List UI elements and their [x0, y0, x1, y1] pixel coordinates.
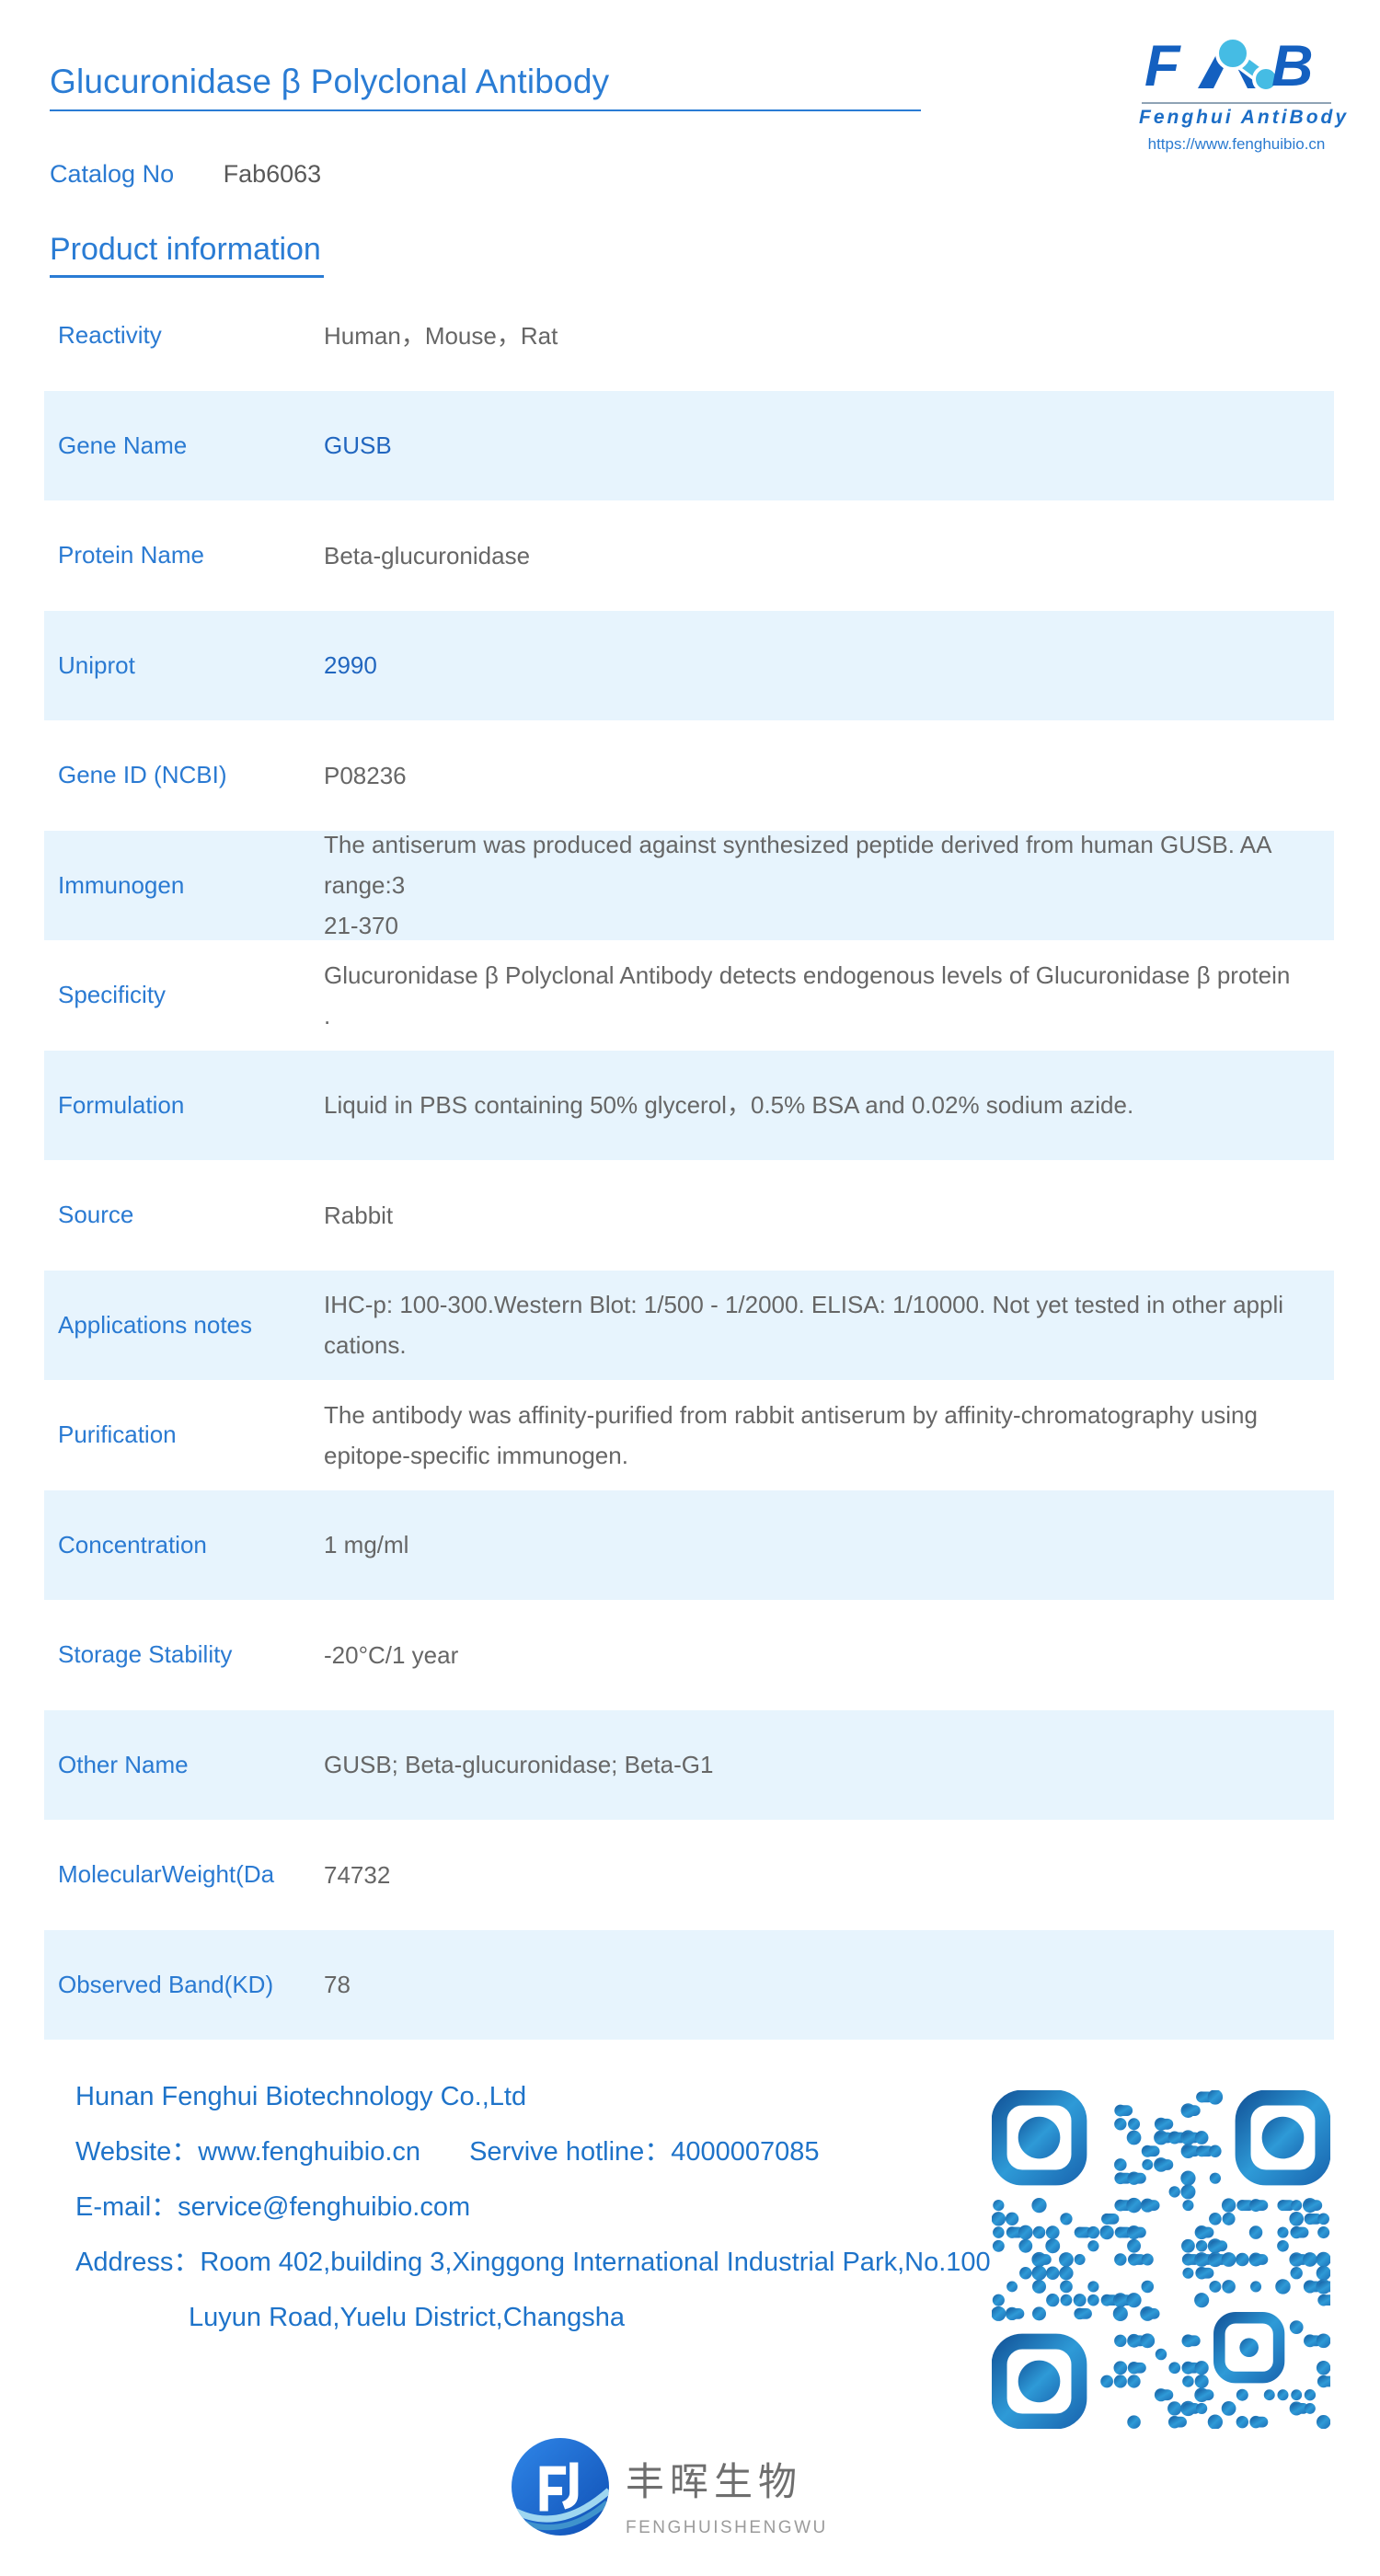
row-value: The antiserum was produced against synth…	[324, 831, 1271, 940]
row-label: Reactivity	[58, 321, 162, 350]
row-label: Gene Name	[58, 431, 188, 459]
row-value: Liquid in PBS containing 50% glycerol，0.…	[324, 1091, 1134, 1120]
section-heading-underline	[50, 275, 324, 278]
row-value[interactable]: 2990	[324, 651, 377, 680]
footer-email[interactable]: E-mail：service@fenghuibio.com	[75, 2192, 471, 2222]
row-label: MolecularWeight(Da	[58, 1860, 275, 1889]
company-logo-cn: 丰晖生物	[626, 2460, 803, 2503]
footer: Hunan Fenghui Biotechnology Co.,Ltd Webs…	[75, 2081, 991, 2357]
row-label: Formulation	[58, 1090, 185, 1119]
table-row: Applications notes IHC-p: 100-300.Wester…	[44, 1270, 1334, 1380]
title-divider	[50, 109, 921, 111]
row-label: Immunogen	[58, 870, 185, 899]
page-title: Glucuronidase β Polyclonal Antibody	[50, 63, 610, 100]
company-logo-en: FENGHUISHENGWU	[626, 2518, 828, 2537]
row-value: Beta-glucuronidase	[324, 541, 531, 569]
row-value: 1 mg/ml	[324, 1531, 409, 1559]
logo-subtitle: Fenghui AntiBody	[1139, 107, 1350, 128]
row-label: Other Name	[58, 1750, 189, 1778]
row-label: Protein Name	[58, 541, 204, 569]
row-value: The antibody was affinity-purified from …	[324, 1400, 1258, 1469]
table-row: Reactivity Human，Mouse，Rat	[44, 281, 1334, 391]
company-logo: 丰晖生物 FENGHUISHENGWU	[512, 2438, 828, 2538]
table-row: Gene ID (NCBI) P08236	[44, 720, 1334, 831]
table-row: Concentration 1 mg/ml	[44, 1489, 1334, 1600]
row-value[interactable]: GUSB	[324, 431, 392, 460]
row-label: Concentration	[58, 1530, 207, 1558]
catalog-row: Catalog No Fab6063	[50, 160, 321, 189]
row-label: Specificity	[58, 981, 167, 1009]
row-value: 78	[324, 1971, 351, 1999]
table-row: Observed Band(KD) 78	[44, 1929, 1334, 2040]
svg-text:F: F	[1144, 35, 1181, 94]
section-heading: Product information	[50, 232, 321, 267]
table-row: Uniprot 2990	[44, 610, 1334, 720]
row-value: GUSB; Beta-glucuronidase; Beta-G1	[324, 1751, 714, 1779]
table-row: Immunogen The antiserum was produced aga…	[44, 830, 1334, 940]
table-row: Source Rabbit	[44, 1160, 1334, 1271]
company-name: Hunan Fenghui Biotechnology Co.,Ltd	[75, 2082, 527, 2111]
row-value: Glucuronidase β Polyclonal Antibody dete…	[324, 960, 1291, 1029]
company-logo-icon	[512, 2438, 609, 2536]
table-row: Protein Name Beta-glucuronidase	[44, 500, 1334, 611]
table-row: Formulation Liquid in PBS containing 50%…	[44, 1050, 1334, 1160]
svg-text:B: B	[1271, 35, 1314, 94]
footer-hotline: Servive hotline：4000007085	[469, 2137, 820, 2167]
row-label: Storage Stability	[58, 1640, 233, 1669]
table-row: Specificity Glucuronidase β Polyclonal A…	[44, 940, 1334, 1051]
row-label: Purification	[58, 1420, 177, 1449]
row-label: Observed Band(KD)	[58, 1970, 274, 1998]
row-value: 74732	[324, 1860, 391, 1889]
product-table: Reactivity Human，Mouse，Rat Gene Name GUS…	[44, 281, 1334, 2040]
table-row: Purification The antibody was affinity-p…	[44, 1380, 1334, 1490]
footer-address-line2: Luyun Road,Yuelu District,Changsha	[189, 2303, 625, 2332]
logo-url-link[interactable]: https://www.fenghuibio.cn	[1147, 135, 1326, 153]
row-label: Gene ID (NCBI)	[58, 761, 227, 789]
row-value: -20°C/1 year	[324, 1640, 459, 1669]
table-row: MolecularWeight(Da 74732	[44, 1820, 1334, 1930]
catalog-label: Catalog No	[50, 160, 175, 188]
catalog-value: Fab6063	[223, 160, 322, 188]
company-logo-text: 丰晖生物 FENGHUISHENGWU	[626, 2438, 828, 2538]
footer-website[interactable]: Website：www.fenghuibio.cn	[75, 2137, 421, 2167]
row-value: Human，Mouse，Rat	[324, 321, 558, 350]
table-row: Storage Stability -20°C/1 year	[44, 1600, 1334, 1710]
brand-logo: F B Fenghui AntiBody https://www.fenghui…	[1139, 34, 1350, 154]
logo-divider	[1142, 102, 1331, 104]
qr-code-icon	[992, 2090, 1330, 2429]
row-label: Source	[58, 1201, 134, 1229]
row-label: Applications notes	[58, 1310, 253, 1339]
table-row: Other Name GUSB; Beta-glucuronidase; Bet…	[44, 1709, 1334, 1820]
contact-line: Website：www.fenghuibio.cn Servive hotlin…	[75, 2136, 977, 2168]
row-value: Rabbit	[324, 1201, 394, 1229]
table-row: Gene Name GUSB	[44, 390, 1334, 500]
row-label: Uniprot	[58, 650, 135, 679]
footer-address-line1: Address：Room 402,building 3,Xinggong Int…	[75, 2248, 991, 2277]
row-value: P08236	[324, 761, 407, 789]
row-value: IHC-p: 100-300.Western Blot: 1/500 - 1/2…	[324, 1291, 1284, 1360]
fab-logo-icon: F B	[1144, 34, 1314, 98]
